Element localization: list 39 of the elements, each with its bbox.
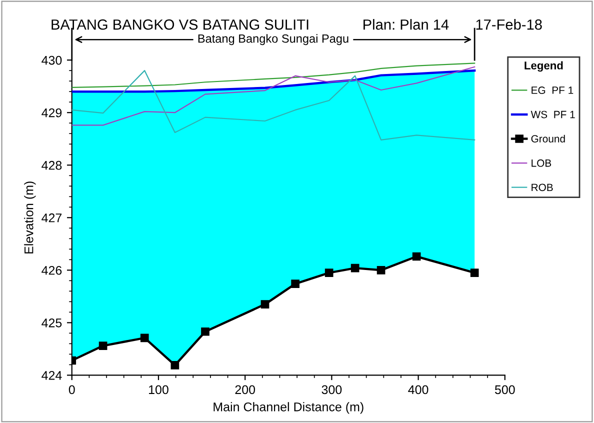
point (140, 334, 149, 342)
x-tick-label: 200 (235, 385, 256, 394)
y-tick-label: 425 (42, 318, 62, 328)
y-tick-label: 427 (42, 213, 62, 222)
y-tick-label: 429 (42, 108, 62, 118)
x-tick-label: 500 (494, 385, 515, 394)
point (470, 268, 479, 277)
point (412, 252, 421, 261)
x-tick-label: 400 (408, 385, 428, 394)
text: Batang Bangko Sungai Pagu (198, 34, 348, 46)
legend-label: Ground (531, 134, 565, 142)
point (170, 361, 180, 370)
y-tick-label: 428 (42, 160, 62, 170)
legend-label: WS PF 1 (530, 110, 575, 118)
legend-title: Legend (524, 61, 563, 72)
point (350, 264, 360, 272)
point (260, 300, 270, 308)
point (291, 280, 300, 288)
y-tick-label: 430 (42, 56, 62, 65)
y-axis-title: Elevation (m) (24, 182, 36, 254)
text: 17-Feb-18 (476, 19, 542, 30)
line-series (72, 66, 476, 126)
chart-title: BATANG BANGKO VS BATANG SULITI (52, 19, 308, 30)
line-series (72, 70, 476, 140)
legend-label: EG PF 1 (532, 86, 574, 94)
legend-label: LOB (532, 159, 552, 167)
line-series (72, 62, 476, 88)
text: Plan: Plan 14 (364, 19, 449, 30)
point (201, 327, 210, 336)
point (98, 342, 108, 350)
x-tick-label: 0 (68, 385, 75, 394)
legend-label: ROB (532, 184, 553, 192)
point (376, 266, 386, 274)
x-tick-label: 300 (322, 385, 342, 394)
x-tick-label: 100 (149, 385, 168, 394)
y-tick-label: 426 (42, 266, 62, 275)
y-tick-label: 424 (42, 371, 62, 380)
point (324, 268, 334, 277)
x-axis-title: Main Channel Distance (m) (214, 402, 364, 414)
